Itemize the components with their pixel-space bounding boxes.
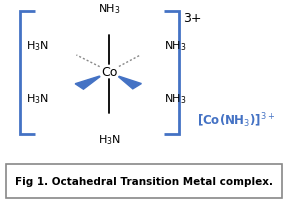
Text: Co: Co [101,66,118,79]
Text: Fig 1. Octahedral Transition Metal complex.: Fig 1. Octahedral Transition Metal compl… [15,176,273,186]
FancyBboxPatch shape [6,164,282,198]
Text: H$_3$N: H$_3$N [26,92,49,105]
Text: NH$_3$: NH$_3$ [164,92,187,105]
Polygon shape [119,77,141,89]
Text: NH$_3$: NH$_3$ [98,3,121,16]
Text: H$_3$N: H$_3$N [26,39,49,53]
Text: H$_3$N: H$_3$N [98,133,121,147]
Polygon shape [75,77,100,90]
Text: NH$_3$: NH$_3$ [164,39,187,53]
Text: 3+: 3+ [183,11,201,24]
Text: [Co(NH$_3$)]$^{3+}$: [Co(NH$_3$)]$^{3+}$ [197,110,275,129]
